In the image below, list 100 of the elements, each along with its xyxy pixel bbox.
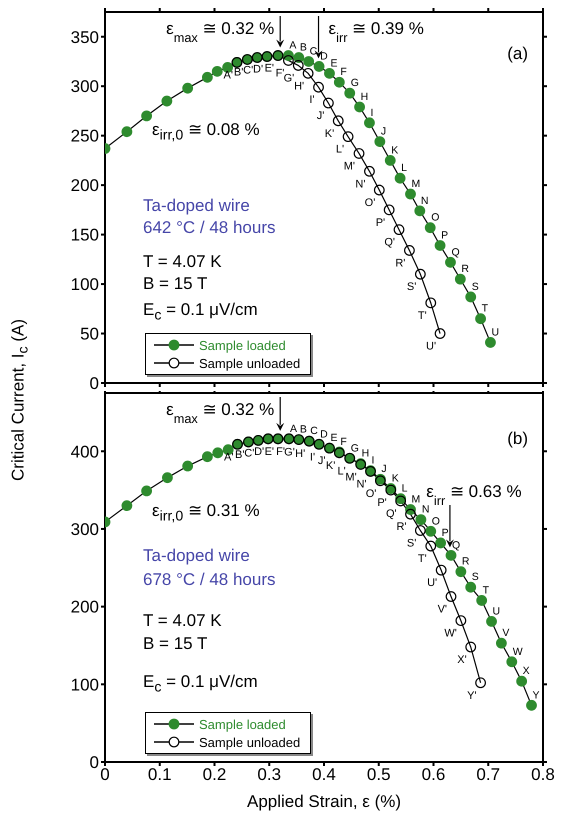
legend-label: Sample loaded [199, 716, 286, 732]
data-label: R [461, 263, 470, 276]
annotation: ε$_{max}$ ≅ 0.32 % [166, 400, 274, 426]
data-label: E [330, 432, 338, 444]
data-label: L' [338, 465, 346, 478]
y-tick-label: 100 [70, 275, 99, 294]
data-label: A' [224, 451, 234, 464]
data-label: H [360, 90, 368, 103]
x-tick-label: 0.3 [257, 765, 282, 784]
y-tick-label: 250 [70, 126, 99, 146]
data-label: N' [355, 178, 366, 190]
data-label: A [289, 40, 296, 52]
data-label: K' [326, 460, 336, 472]
annotation: ε$_{irr}$ ≅ 0.39 % [328, 19, 424, 44]
data-label: E' [264, 446, 274, 458]
annotation: E$_{c}$ = 0.1 μV/cm [143, 672, 258, 698]
x-tick-label: 0.6 [422, 765, 446, 784]
data-label: F [340, 66, 347, 78]
y-tick-label: 400 [70, 442, 99, 462]
data-label: G [350, 442, 359, 454]
data-label: H' [295, 448, 306, 460]
data-label: M' [345, 471, 357, 484]
data-label: S' [406, 281, 416, 294]
data-label: K' [324, 128, 334, 140]
data-label: O' [364, 197, 376, 210]
annotation: 678 °C / 48 hours [143, 570, 276, 590]
x-tick-label: 0.7 [476, 765, 500, 784]
x-tick-label: 0.5 [366, 765, 391, 784]
data-label: T [482, 584, 490, 596]
x-tick-label: 0.8 [531, 765, 555, 784]
data-label: W [512, 646, 523, 658]
data-label: S' [406, 538, 416, 550]
data-label: L' [336, 144, 344, 156]
x-tick-label: 0.1 [148, 765, 172, 784]
data-label: T' [418, 310, 427, 322]
data-label: B [300, 424, 307, 436]
data-label: S [472, 571, 479, 584]
y-tick-label: 100 [70, 675, 99, 694]
annotation: Ta-doped wire [143, 196, 250, 216]
data-label: D [320, 428, 328, 440]
annotation: B = 15 T [143, 634, 208, 654]
y-tick-label: 0 [90, 753, 99, 772]
data-label: U [491, 326, 500, 338]
data-label: Y [532, 689, 540, 702]
data-label: B' [234, 66, 244, 78]
data-label: R' [395, 257, 406, 270]
data-label: Q [452, 539, 460, 552]
data-label: T' [418, 553, 427, 566]
data-label: N [420, 194, 428, 207]
data-label: I [370, 106, 374, 119]
data-label: Y' [467, 690, 477, 702]
data-label: P [442, 526, 449, 539]
y-tick-label: 150 [70, 226, 99, 245]
annotation: (b) [507, 429, 528, 449]
data-label: R [462, 556, 470, 568]
data-label: C' [244, 447, 254, 460]
data-label: V' [438, 604, 448, 616]
data-label: H' [294, 80, 304, 92]
data-label: O [431, 212, 440, 224]
annotation: 642 °C / 48 hours [143, 218, 276, 238]
data-label: D' [253, 64, 264, 76]
data-label: D [320, 50, 328, 62]
data-label: P' [376, 216, 386, 229]
data-label: S [472, 280, 479, 293]
data-label: T [482, 302, 489, 315]
data-label: I [372, 454, 374, 467]
legend-label: Sample unloaded [199, 734, 300, 750]
data-label: K [392, 472, 399, 485]
data-label: X [522, 665, 530, 678]
data-label: G [350, 77, 359, 90]
y-tick-label: 300 [70, 77, 99, 96]
data-label: Q' [384, 236, 396, 249]
data-label: O [432, 515, 440, 528]
data-label: F' [276, 446, 285, 458]
data-label: F' [276, 67, 284, 80]
data-label: J' [316, 110, 324, 122]
data-label: C [310, 425, 318, 438]
annotation: E$_{c}$ = 0.1 μV/cm [143, 300, 258, 326]
annotation: T = 4.07 K [143, 252, 222, 272]
data-label: Q' [386, 508, 397, 520]
annotation: ε$_{max}$ ≅ 0.32 % [166, 19, 274, 44]
data-label: B' [235, 448, 244, 461]
data-label: U [492, 605, 500, 618]
data-label: P [441, 229, 448, 242]
data-label: P' [377, 497, 387, 510]
data-label: H [362, 448, 370, 460]
data-label: M [412, 494, 420, 506]
data-label: E [330, 57, 338, 70]
annotation: ε$_{irr,0}$ ≅ 0.31 % [152, 501, 260, 526]
x-axis-title: Applied Strain, ε (%) [246, 792, 402, 812]
data-label: E' [264, 62, 274, 75]
annotation: ε$_{irr,0}$ ≅ 0.08 % [152, 120, 260, 146]
data-label: G' [284, 446, 295, 459]
data-label: K [391, 144, 398, 156]
data-label: L [402, 482, 408, 495]
data-label: X' [457, 654, 467, 666]
y-tick-label: 0 [90, 374, 99, 394]
legend-label: Sample loaded [199, 338, 286, 352]
data-label: O' [366, 488, 376, 500]
data-label: Q [451, 246, 460, 258]
